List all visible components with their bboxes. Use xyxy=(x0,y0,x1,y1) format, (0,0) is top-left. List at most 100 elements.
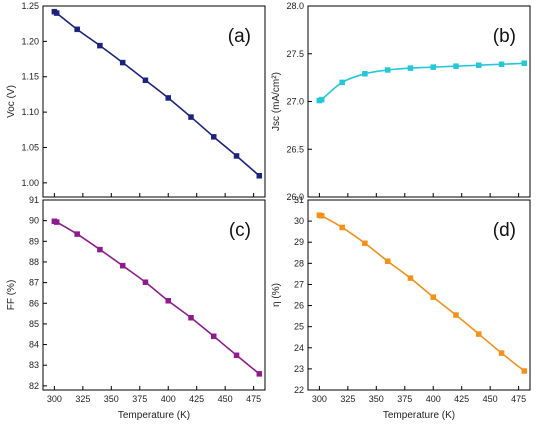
y-tick-label: 22 xyxy=(294,385,304,395)
data-point xyxy=(256,371,263,377)
panel-label: (b) xyxy=(493,26,516,47)
plot-frame xyxy=(307,199,531,391)
data-point xyxy=(453,312,459,318)
y-axis-title: Voc (V) xyxy=(6,85,17,118)
panel-label: (c) xyxy=(229,220,251,241)
data-point xyxy=(119,262,126,269)
data-point xyxy=(407,65,414,71)
data-point xyxy=(407,275,414,281)
y-tick-label: 90 xyxy=(29,216,39,226)
data-point xyxy=(188,114,194,120)
data-point xyxy=(430,64,436,70)
y-tick-label: 27 xyxy=(294,279,304,289)
data-point xyxy=(476,331,482,337)
y-tick-label: 1.15 xyxy=(21,72,39,82)
y-tick-label: 26 xyxy=(294,301,304,311)
series-line xyxy=(53,220,260,375)
data-point xyxy=(498,61,505,68)
data-point xyxy=(233,352,240,359)
data-point xyxy=(339,79,345,86)
data-point xyxy=(362,71,368,77)
data-point xyxy=(362,240,368,247)
data-point xyxy=(318,213,325,219)
y-axis-title: η (%) xyxy=(271,283,282,307)
y-tick-label: 31 xyxy=(294,195,304,205)
x-tick-label: 450 xyxy=(483,394,498,404)
data-point xyxy=(188,314,194,321)
data-point xyxy=(119,59,126,66)
data-point xyxy=(165,298,171,304)
y-tick-label: 30 xyxy=(294,216,304,226)
x-tick-label: 350 xyxy=(104,394,119,404)
y-tick-label: 26.0 xyxy=(286,192,304,202)
panel-d: 22 23 24 25 26 27 28 29 30 31 300 325 350 375 400 425 45… xyxy=(271,195,531,421)
y-tick-label: 85 xyxy=(29,319,39,329)
y-tick-label: 84 xyxy=(29,340,39,350)
panel-b: 26.0 26.5 27.0 27.5 28.0 Jsc (mA/cm²) (b) xyxy=(271,1,531,202)
x-tick-label: 350 xyxy=(369,394,384,404)
panel-a: 1.00 1.05 1.10 1.15 1.20 1.25 Voc (V) (a) xyxy=(6,1,266,198)
panel-c: 82 83 84 85 86 87 88 89 90 91 300 325 350 375 400 425 45… xyxy=(6,195,266,421)
data-point xyxy=(165,95,171,101)
y-tick-label: 83 xyxy=(29,360,39,370)
data-point xyxy=(521,60,528,67)
data-point xyxy=(453,63,459,69)
x-tick-label: 325 xyxy=(75,394,90,404)
data-point xyxy=(476,62,482,68)
x-axis-title: Temperature (K) xyxy=(118,410,190,421)
y-tick-label: 27.5 xyxy=(286,49,304,59)
y-tick-label: 91 xyxy=(29,195,39,205)
y-tick-label: 1.05 xyxy=(21,142,39,152)
plot-frame xyxy=(42,199,266,391)
x-tick-label: 425 xyxy=(189,394,204,404)
data-point xyxy=(74,231,80,237)
data-point xyxy=(211,134,217,140)
x-tick-label: 300 xyxy=(312,394,327,404)
y-tick-label: 89 xyxy=(29,236,39,246)
data-point xyxy=(384,67,391,73)
x-tick-label: 375 xyxy=(132,394,147,404)
y-tick-label: 26.5 xyxy=(286,144,304,154)
y-tick-label: 24 xyxy=(294,343,304,353)
data-point xyxy=(97,42,103,49)
y-tick-label: 23 xyxy=(294,364,304,374)
panel-label: (d) xyxy=(493,220,516,241)
x-axis-title: Temperature (K) xyxy=(383,410,455,421)
data-point xyxy=(142,279,149,285)
y-tick-label: 28 xyxy=(294,258,304,268)
x-tick-label: 400 xyxy=(161,394,176,404)
data-point xyxy=(339,224,345,231)
data-point xyxy=(74,26,80,33)
x-tick-label: 450 xyxy=(218,394,233,404)
x-tick-label: 325 xyxy=(340,394,355,404)
y-tick-label: 86 xyxy=(29,298,39,308)
y-tick-label: 1.00 xyxy=(21,178,39,188)
x-tick-label: 400 xyxy=(426,394,441,404)
data-point xyxy=(384,258,391,264)
data-point xyxy=(318,96,325,103)
x-tick-label: 425 xyxy=(454,394,469,404)
data-point xyxy=(97,246,103,253)
plot-frame xyxy=(42,5,266,198)
y-tick-label: 29 xyxy=(294,237,304,247)
y-tick-label: 25 xyxy=(294,322,304,332)
y-tick-label: 1.20 xyxy=(21,36,39,46)
data-point xyxy=(430,294,436,300)
series-line xyxy=(318,62,525,102)
y-tick-label: 1.25 xyxy=(21,1,39,11)
x-tick-label: 300 xyxy=(47,394,62,404)
x-tick-label: 475 xyxy=(246,394,261,404)
y-tick-label: 82 xyxy=(29,381,39,391)
data-point xyxy=(142,77,149,84)
y-axis-title: FF (%) xyxy=(6,280,17,311)
data-point xyxy=(211,333,217,340)
y-tick-label: 27.0 xyxy=(286,97,304,107)
data-point xyxy=(256,173,263,179)
y-tick-label: 1.10 xyxy=(21,107,39,117)
panel-label: (a) xyxy=(228,26,251,47)
data-point xyxy=(233,153,240,159)
x-tick-label: 375 xyxy=(397,394,412,404)
data-point xyxy=(53,219,60,225)
y-axis-title: Jsc (mA/cm²) xyxy=(271,72,282,131)
